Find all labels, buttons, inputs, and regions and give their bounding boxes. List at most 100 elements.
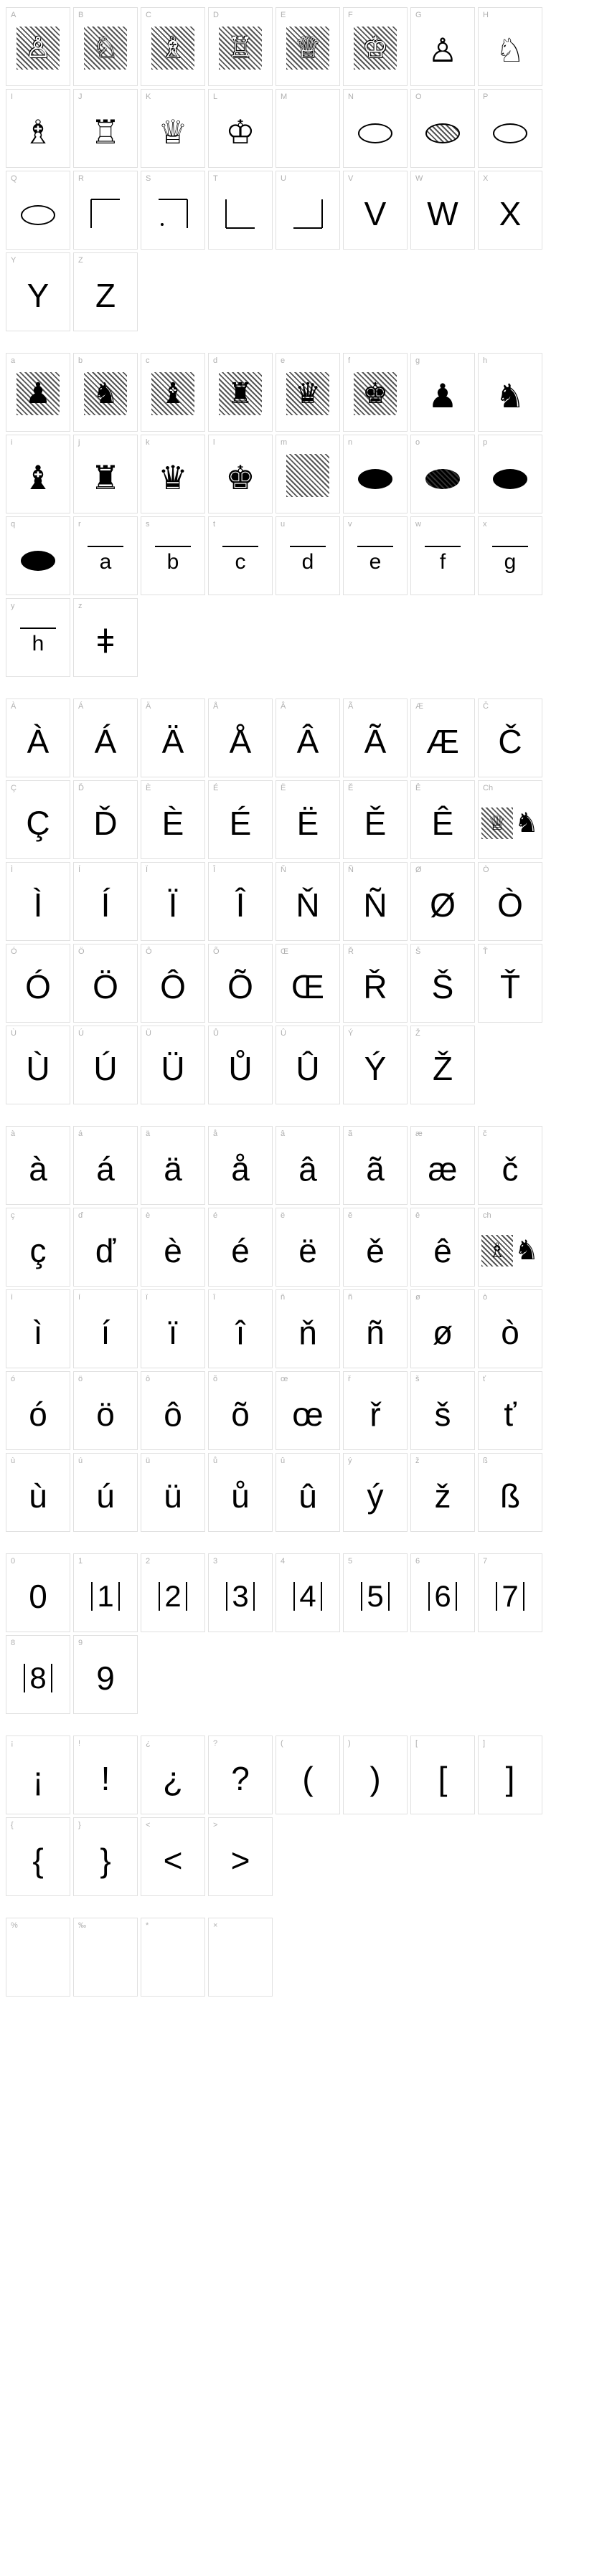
cell-label: X [483, 174, 488, 183]
cell-label: v [348, 520, 352, 529]
glyph-cell: j♜ [73, 435, 138, 513]
glyph-cell: C♗ [141, 7, 205, 86]
glyph-cell: œœ [276, 1371, 340, 1450]
glyph-cell: ůů [208, 1453, 273, 1532]
glyph-cell: g♟ [410, 353, 475, 432]
cell-glyph: Z [95, 279, 116, 312]
cell-label: é [213, 1211, 217, 1220]
cell-label: Ü [146, 1029, 151, 1038]
cell-label: Ç [11, 784, 17, 792]
glyph-cell: xg [478, 516, 542, 595]
cell-label: ? [213, 1739, 217, 1748]
glyph-cell: ÓÓ [6, 944, 70, 1023]
cell-label: N [348, 93, 354, 101]
cell-glyph: á [96, 1152, 115, 1185]
cell-glyph: ? [231, 1762, 250, 1795]
cell-glyph [358, 461, 392, 494]
cell-glyph: f [425, 546, 461, 573]
glyph-cell: ìì [6, 1289, 70, 1368]
cell-label: p [483, 438, 487, 447]
cell-label: 8 [11, 1639, 15, 1647]
cell-label: Ch [483, 784, 493, 792]
glyph-cell: ÂÂ [276, 699, 340, 777]
glyph-cell: ŘŘ [343, 944, 408, 1023]
cell-label: Œ [281, 947, 288, 956]
glyph-cell: ÚÚ [73, 1026, 138, 1104]
cell-glyph: Ď [93, 807, 117, 840]
glyph-cell: ve [343, 516, 408, 595]
cell-glyph: a [88, 546, 123, 573]
cell-glyph: ♙ [428, 34, 457, 67]
glyph-cell: (( [276, 1736, 340, 1814]
glyph-cell: WW [410, 171, 475, 250]
glyph-cell: ŒŒ [276, 944, 340, 1023]
glyph-cell: )) [343, 1736, 408, 1814]
cell-label: Ď [78, 784, 84, 792]
cell-glyph: ♔ [225, 115, 255, 148]
glyph-cell: A♙ [6, 7, 70, 86]
cell-label: o [415, 438, 420, 447]
cell-label: É [213, 784, 218, 792]
glyph-cell: L♔ [208, 89, 273, 168]
glyph-cell: b♞ [73, 353, 138, 432]
cell-glyph: Ň [296, 889, 319, 922]
cell-label: Č [483, 702, 489, 711]
cell-label: Ô [146, 947, 152, 956]
cell-glyph: Ä [162, 725, 184, 758]
cell-glyph: ♕ [158, 115, 187, 148]
cell-label: č [483, 1130, 487, 1138]
cell-label: Ů [213, 1029, 219, 1038]
cell-glyph: Œ [291, 970, 324, 1003]
cell-label: [ [415, 1739, 418, 1748]
cell-label: Y [11, 256, 16, 265]
cell-label: e [281, 356, 285, 365]
glyph-cell: Q [6, 171, 70, 250]
glyph-cell: ÙÙ [6, 1026, 70, 1104]
glyph-cell: 44 [276, 1553, 340, 1632]
cell-label: ö [78, 1375, 83, 1383]
glyph-cell: ĎĎ [73, 780, 138, 859]
cell-label: ! [78, 1739, 80, 1748]
cell-glyph: Å [230, 725, 252, 758]
cell-glyph: ♕ [286, 27, 329, 75]
glyph-cell: D♖ [208, 7, 273, 86]
cell-label: ř [348, 1375, 351, 1383]
cell-glyph: ♚ [225, 461, 255, 494]
cell-label: Ê [415, 784, 420, 792]
cell-label: ü [146, 1457, 150, 1465]
cell-label: å [213, 1130, 217, 1138]
glyph-cell: áá [73, 1126, 138, 1205]
cell-label: u [281, 520, 285, 529]
cell-label: ď [78, 1211, 83, 1220]
cell-glyph: Ï [169, 889, 178, 922]
cell-glyph: Y [27, 279, 50, 312]
cell-label: H [483, 11, 489, 19]
cell-label: t [213, 520, 215, 529]
cell-label: q [11, 520, 15, 529]
cell-label: a [11, 356, 15, 365]
cell-glyph: è [164, 1234, 182, 1267]
cell-glyph: ô [164, 1398, 182, 1431]
cell-glyph: õ [231, 1398, 250, 1431]
cell-label: % [11, 1921, 18, 1930]
glyph-cell: ØØ [410, 862, 475, 941]
cell-label: ô [146, 1375, 150, 1383]
glyph-cell: ÝÝ [343, 1026, 408, 1104]
cell-label: ï [146, 1293, 148, 1302]
cell-label: Í [78, 866, 80, 874]
cell-glyph [493, 461, 527, 494]
cell-label: Î [213, 866, 215, 874]
cell-glyph [21, 197, 55, 230]
glyph-cell: ŠŠ [410, 944, 475, 1023]
glyph-cell: S [141, 171, 205, 250]
cell-label: r [78, 520, 81, 529]
cell-label: G [415, 11, 422, 19]
glyph-cell: öö [73, 1371, 138, 1450]
glyph-cell: ¡¡ [6, 1736, 70, 1814]
cell-glyph: ♝ [23, 461, 52, 494]
glyph-cell: R [73, 171, 138, 250]
cell-label: Q [11, 174, 17, 183]
glyph-cell: B♘ [73, 7, 138, 86]
cell-label: ß [483, 1457, 488, 1465]
cell-glyph: Ë [297, 807, 319, 840]
